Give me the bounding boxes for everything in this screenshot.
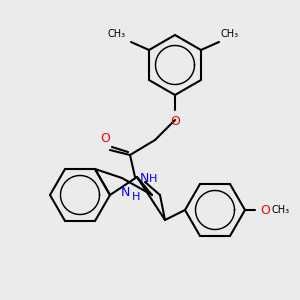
Text: CH₃: CH₃ — [221, 29, 239, 39]
Text: CH₃: CH₃ — [108, 29, 126, 39]
Text: H: H — [149, 174, 158, 184]
Text: O: O — [170, 115, 180, 128]
Text: O: O — [100, 132, 110, 145]
Text: N: N — [120, 186, 130, 199]
Text: CH₃: CH₃ — [271, 205, 289, 215]
Text: N: N — [140, 172, 149, 185]
Text: O: O — [260, 203, 270, 217]
Text: H: H — [132, 192, 140, 202]
